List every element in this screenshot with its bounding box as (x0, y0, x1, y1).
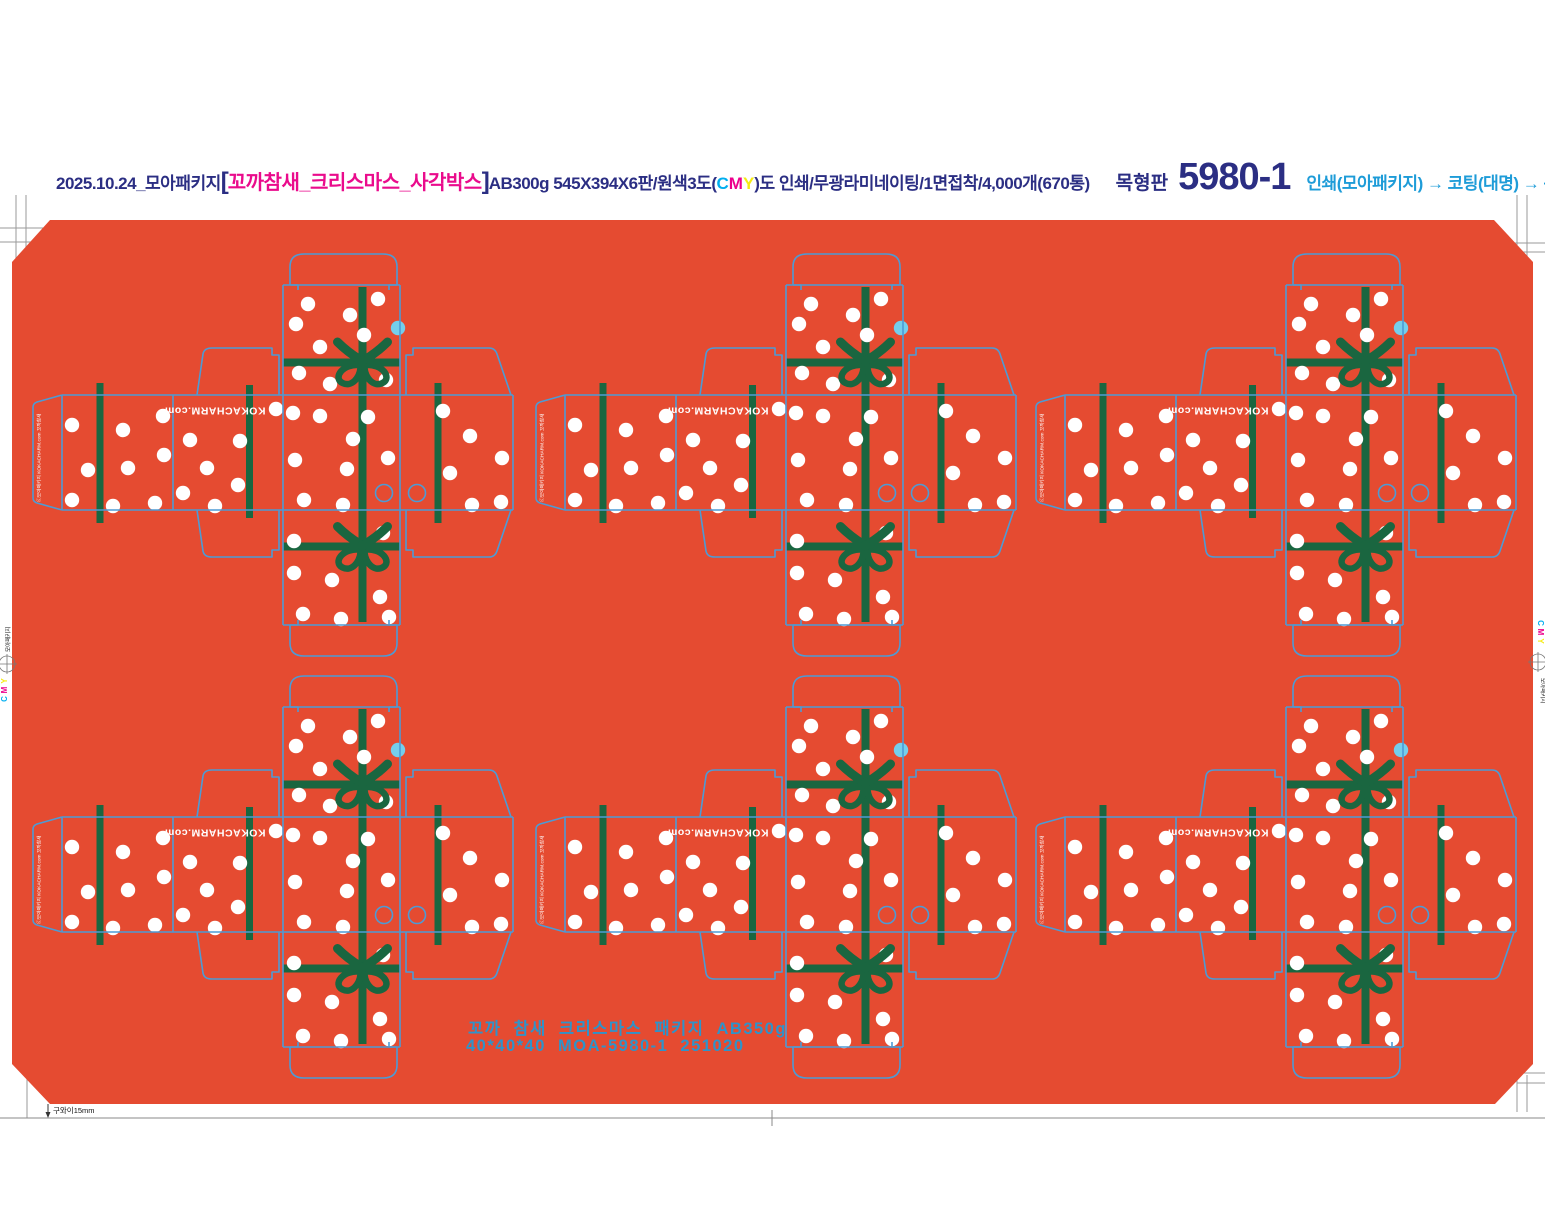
spec-text-before-cmy: AB300g 545X394X6판/원색3도( (488, 174, 717, 193)
cmy-y: Y (742, 174, 755, 193)
right-edge-label: 모아패키지 (1539, 678, 1545, 703)
mold-label: 목형판 (1115, 173, 1169, 194)
right-cmy-y: Y (1536, 638, 1545, 644)
crop-marks (0, 195, 1545, 1118)
spec-text-after-cmy: )도 인쇄/무광라미네이팅/1면접착/4,000개(670통) (754, 174, 1090, 193)
workflow-steps: 인쇄(모아패키지) → 코팅(대명) → 톰슨(모아지기) → 접착(가온) (1306, 174, 1545, 193)
cmy-m: M (728, 174, 743, 193)
title-bracket-open: [ (220, 168, 229, 195)
left-registration-target (0, 654, 17, 674)
date-project-label: 2025.10.24_모아패키지 (56, 174, 221, 193)
right-cmy-c: C (1536, 620, 1545, 626)
left-cmy-y: Y (0, 678, 9, 684)
gripper-label: 구와이15mm (53, 1105, 95, 1115)
job-title: 꼬까참새_크리스마스_사각박스 (227, 172, 482, 194)
left-cmy-c: C (0, 696, 9, 702)
gripper-guide: 구와이15mm (0, 1104, 1545, 1126)
sheet-footer-note: 꼬까 참새 크리스마스 패키지 AB350g 40*40*40 MOA-5980… (466, 1018, 787, 1055)
mold-number: 5980-1 (1178, 156, 1291, 198)
right-cmy-m: M (1536, 629, 1545, 636)
left-cmy-m: M (0, 686, 9, 693)
left-edge-marks: 모아패키지 Y M C (0, 627, 17, 702)
footer-line2: 40*40*40 MOA-5980-1 251020 (466, 1037, 745, 1055)
left-edge-label: 모아패키지 (4, 627, 12, 652)
title-bracket-close: ] (481, 168, 490, 195)
footer-line1: 꼬까 참새 크리스마스 패키지 AB350g (468, 1018, 787, 1038)
production-header: 2025.10.24_모아패키지 [ 꼬까참새_크리스마스_사각박스 ] AB3… (56, 156, 1545, 199)
cmy-c: C (716, 174, 729, 193)
